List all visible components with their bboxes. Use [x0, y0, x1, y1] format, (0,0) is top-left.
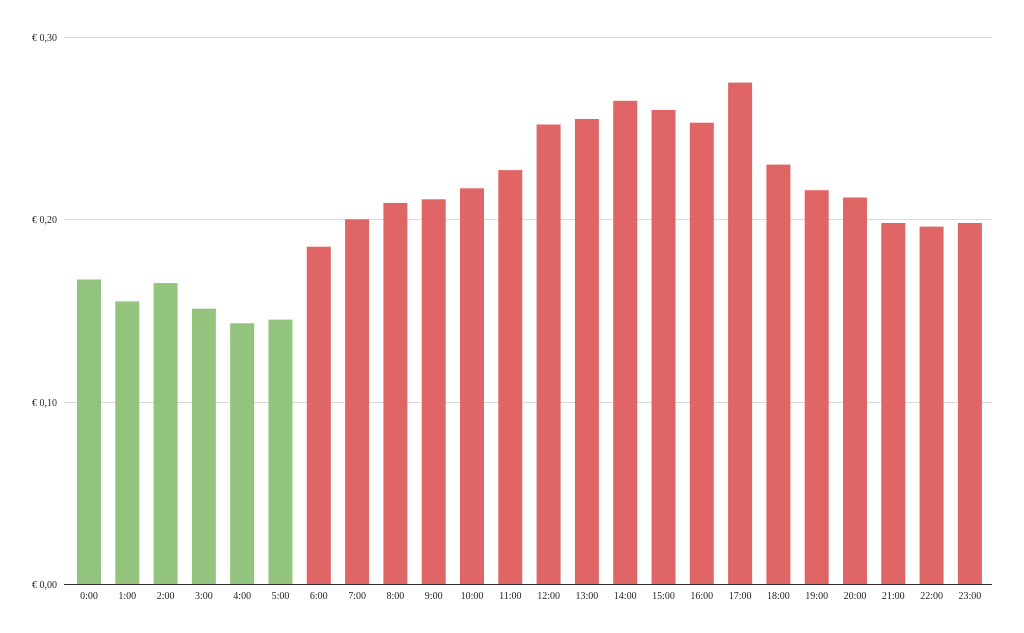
- x-tick-label: 6:00: [310, 591, 328, 602]
- x-tick-label: 23:00: [959, 591, 982, 602]
- x-tick-label: 3:00: [195, 591, 213, 602]
- y-tick-label: € 0,00: [32, 580, 57, 591]
- x-tick-label: 13:00: [576, 591, 599, 602]
- y-tick-label: € 0,30: [32, 33, 57, 44]
- bar-16-00: [689, 122, 714, 584]
- bar-20-00: [843, 197, 867, 584]
- bar-8-00: [383, 202, 408, 584]
- bar-23-00: [957, 223, 982, 584]
- x-tick-label: 10:00: [461, 591, 484, 602]
- y-tick-label: € 0,10: [32, 398, 57, 409]
- y-axis-tick-labels: € 0,00 € 0,10 € 0,20 € 0,30: [32, 33, 57, 591]
- x-tick-label: 11:00: [499, 591, 521, 602]
- bar-5-00: [268, 319, 293, 584]
- x-tick-label: 1:00: [118, 591, 136, 602]
- bar-7-00: [345, 219, 370, 585]
- x-tick-label: 5:00: [272, 591, 290, 602]
- x-tick-label: 9:00: [425, 591, 443, 602]
- x-tick-label: 7:00: [348, 591, 366, 602]
- bar-10-00: [460, 188, 484, 585]
- bar-22-00: [919, 226, 944, 584]
- bar-1-00: [115, 301, 140, 584]
- bar-3-00: [191, 308, 216, 584]
- y-tick-label: € 0,20: [32, 215, 57, 226]
- gridlines: [64, 37, 992, 403]
- x-tick-label: 15:00: [652, 591, 675, 602]
- x-axis-tick-labels: 0:00 1:00 2:00 3:00 4:00 5:00 6:00 7:00 8:00 9:00…: [80, 591, 981, 602]
- x-tick-label: 2:00: [157, 591, 175, 602]
- bar-0-00: [77, 279, 101, 584]
- bar-6-00: [306, 246, 331, 584]
- bar-21-00: [881, 223, 906, 584]
- bar-13-00: [574, 119, 599, 584]
- bar-9-00: [421, 199, 446, 585]
- bar-11-00: [498, 170, 523, 584]
- x-tick-label: 8:00: [387, 591, 405, 602]
- x-tick-label: 18:00: [767, 591, 790, 602]
- bars: [77, 82, 982, 585]
- x-tick-label: 0:00: [80, 591, 98, 602]
- bar-18-00: [766, 164, 791, 584]
- x-tick-label: 17:00: [729, 591, 752, 602]
- bar-19-00: [804, 190, 829, 584]
- x-tick-label: 16:00: [690, 591, 713, 602]
- bar-15-00: [651, 109, 676, 585]
- x-tick-label: 14:00: [614, 591, 637, 602]
- x-tick-label: 19:00: [805, 591, 828, 602]
- x-tick-label: 12:00: [537, 591, 560, 602]
- x-tick-label: 21:00: [882, 591, 905, 602]
- bar-17-00: [728, 82, 753, 584]
- bar-14-00: [613, 100, 638, 585]
- x-tick-label: 22:00: [920, 591, 943, 602]
- x-tick-label: 20:00: [844, 591, 867, 602]
- bar-12-00: [536, 124, 561, 584]
- bar-2-00: [153, 283, 178, 584]
- bar-4-00: [230, 323, 255, 584]
- x-tick-label: 4:00: [233, 591, 251, 602]
